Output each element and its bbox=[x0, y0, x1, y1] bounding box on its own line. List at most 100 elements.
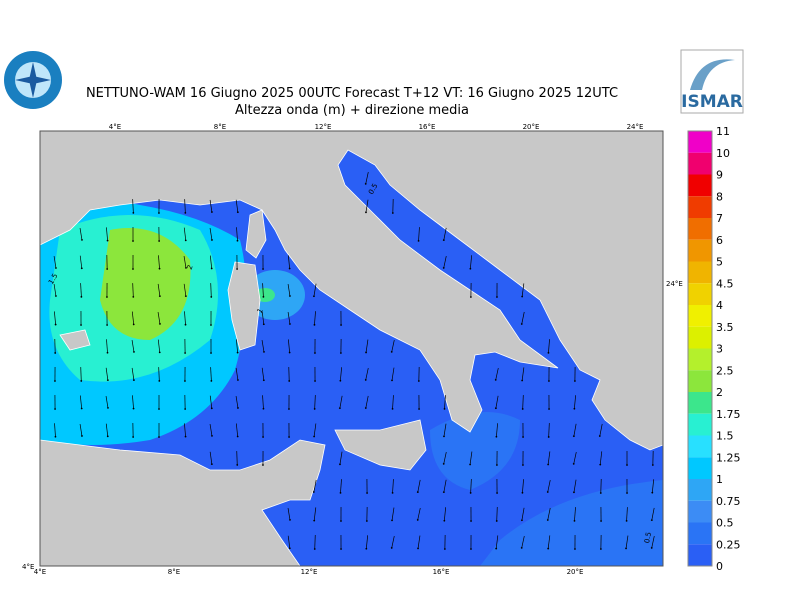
colorbar-swatch bbox=[688, 152, 712, 175]
arrow bbox=[548, 339, 550, 353]
arrow-head bbox=[236, 435, 239, 438]
arrow-head bbox=[158, 379, 161, 382]
arrow-head bbox=[54, 380, 56, 382]
arrow-head bbox=[237, 407, 239, 409]
arrow-head bbox=[496, 492, 498, 494]
arrow-head bbox=[106, 239, 109, 242]
arrow-head bbox=[313, 408, 316, 410]
arrow bbox=[80, 367, 82, 381]
arrow bbox=[470, 479, 472, 493]
arrow bbox=[183, 256, 187, 268]
arrow bbox=[340, 367, 342, 381]
arrow-head bbox=[547, 436, 550, 438]
direction-arrows bbox=[53, 172, 655, 550]
arrow-head bbox=[158, 408, 160, 410]
arrow-head bbox=[211, 211, 213, 213]
colorbar-swatch bbox=[688, 435, 712, 458]
arrow-head bbox=[185, 267, 187, 269]
arrow-head bbox=[520, 323, 523, 325]
arrow bbox=[547, 507, 551, 521]
wave-zone bbox=[480, 480, 663, 566]
arrow bbox=[314, 311, 316, 325]
arrow-head bbox=[338, 407, 341, 410]
arrow bbox=[391, 536, 395, 548]
arrow-head bbox=[289, 323, 291, 325]
colorbar-swatch bbox=[688, 131, 712, 153]
arrow-head bbox=[340, 548, 342, 550]
arrow bbox=[365, 339, 369, 353]
colorbar-swatch bbox=[688, 218, 712, 240]
arrow bbox=[106, 227, 108, 241]
arrow-head bbox=[365, 211, 367, 214]
arrow-head bbox=[106, 351, 109, 354]
arrow bbox=[573, 423, 577, 437]
arrow bbox=[443, 227, 447, 241]
arrow bbox=[496, 423, 498, 437]
arrow bbox=[573, 452, 577, 464]
colorbar-label: 2 bbox=[716, 386, 723, 399]
arrow-head bbox=[469, 296, 472, 298]
arrow bbox=[235, 199, 239, 213]
arrow-head bbox=[442, 491, 445, 494]
colorbar-swatch bbox=[688, 392, 712, 414]
arrow-head bbox=[572, 435, 575, 438]
arrow-head bbox=[651, 491, 654, 494]
arrow-head bbox=[289, 518, 291, 521]
lon-label: 4°E bbox=[109, 123, 121, 131]
arrow bbox=[79, 228, 83, 240]
arrow bbox=[496, 507, 498, 521]
arrow-head bbox=[522, 436, 524, 438]
arrow-head bbox=[625, 547, 627, 550]
arrow bbox=[547, 479, 551, 493]
colorbar-label: 7 bbox=[716, 212, 723, 225]
colorbar-label: 4 bbox=[716, 299, 723, 312]
arrow-head bbox=[600, 520, 602, 522]
land bbox=[227, 261, 261, 351]
arrow-head bbox=[211, 434, 213, 437]
arrow-head bbox=[262, 407, 265, 410]
arrow bbox=[106, 339, 108, 353]
arrow bbox=[209, 199, 213, 213]
arrow-head bbox=[365, 547, 368, 550]
arrow bbox=[365, 199, 369, 213]
arrow bbox=[158, 367, 160, 381]
arrow bbox=[625, 535, 629, 549]
arrow-head bbox=[262, 379, 265, 382]
arrow bbox=[54, 423, 56, 437]
arrow bbox=[183, 227, 187, 241]
arrow-head bbox=[313, 548, 316, 550]
lon-label: 12°E bbox=[301, 568, 318, 576]
contour-label: 0.5 bbox=[643, 531, 653, 543]
subtitle: Altezza onda (m) + direzione media bbox=[235, 103, 469, 118]
arrow-head bbox=[416, 491, 419, 493]
arrow bbox=[261, 340, 265, 352]
arrow-head bbox=[391, 491, 394, 494]
arrow-head bbox=[236, 211, 239, 214]
arrow-head bbox=[339, 352, 342, 354]
arrow-head bbox=[80, 267, 83, 270]
colorbar-label: 4.5 bbox=[716, 277, 734, 290]
colorbar-swatch bbox=[688, 457, 712, 479]
logo-right: ISMAR bbox=[680, 49, 744, 114]
arrow bbox=[235, 395, 239, 409]
arrow-head bbox=[521, 519, 523, 522]
arrow-head bbox=[210, 379, 213, 382]
arrow-head bbox=[599, 463, 602, 466]
arrow bbox=[521, 283, 525, 297]
arrow-head bbox=[417, 547, 419, 550]
arrow-head bbox=[442, 267, 445, 269]
arrow bbox=[495, 368, 499, 380]
arrow-head bbox=[288, 351, 291, 354]
arrow-head bbox=[54, 352, 57, 354]
arrow bbox=[521, 536, 525, 548]
arrow bbox=[132, 395, 134, 409]
arrow-head bbox=[132, 211, 135, 214]
logo-left bbox=[4, 51, 62, 109]
arrow-head bbox=[132, 379, 135, 381]
arrow bbox=[131, 340, 135, 352]
arrow bbox=[392, 395, 394, 409]
arrow-head bbox=[81, 435, 83, 437]
arrow bbox=[522, 395, 524, 409]
arrow-head bbox=[262, 436, 264, 438]
lon-label: 20°E bbox=[567, 568, 584, 576]
